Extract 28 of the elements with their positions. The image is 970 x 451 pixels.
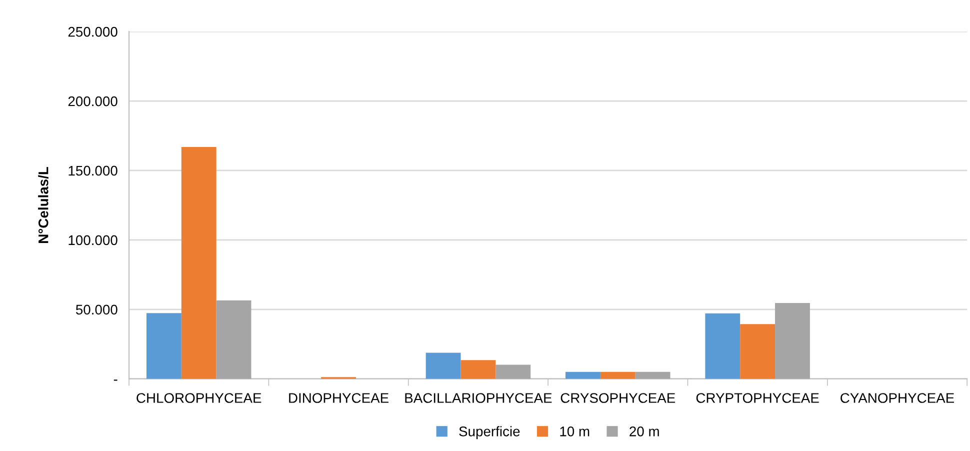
- y-tick-label: 150.000: [68, 166, 118, 176]
- bar: [426, 352, 461, 379]
- x-tick-label: CRYSOPHYCEAE: [560, 393, 676, 403]
- y-tick-label: 50.000: [76, 304, 118, 315]
- y-tick-label: 100.000: [68, 235, 118, 246]
- y-tick-label: 200.000: [68, 96, 118, 106]
- bar: [460, 360, 496, 379]
- x-tick-label: CYANOPHYCEAE: [840, 393, 954, 403]
- x-tick-label: BACILLARIOPHYCEAE: [405, 393, 552, 403]
- bar: [740, 324, 776, 379]
- y-tick-label: 250.000: [68, 26, 118, 37]
- y-tick-label: -: [114, 380, 118, 381]
- bar: [216, 300, 252, 379]
- bar: [181, 147, 216, 379]
- bar: [600, 372, 636, 379]
- bar: [705, 313, 740, 379]
- y-axis-title: N°Celulas/L: [38, 166, 48, 243]
- x-tick-label: CRYPTOPHYCEAE: [696, 393, 819, 403]
- x-tick-label: CHLOROPHYCEAE: [136, 393, 262, 403]
- bar: [775, 302, 810, 379]
- legend-label: Superficie: [459, 426, 520, 440]
- bar: [496, 364, 531, 379]
- bar: [635, 372, 670, 379]
- bar: [566, 372, 600, 379]
- legend-label: 10 m: [560, 426, 590, 436]
- x-tick-label: DINOPHYCEAE: [289, 393, 388, 403]
- bar: [146, 313, 182, 379]
- legend-label: 20 m: [630, 426, 659, 436]
